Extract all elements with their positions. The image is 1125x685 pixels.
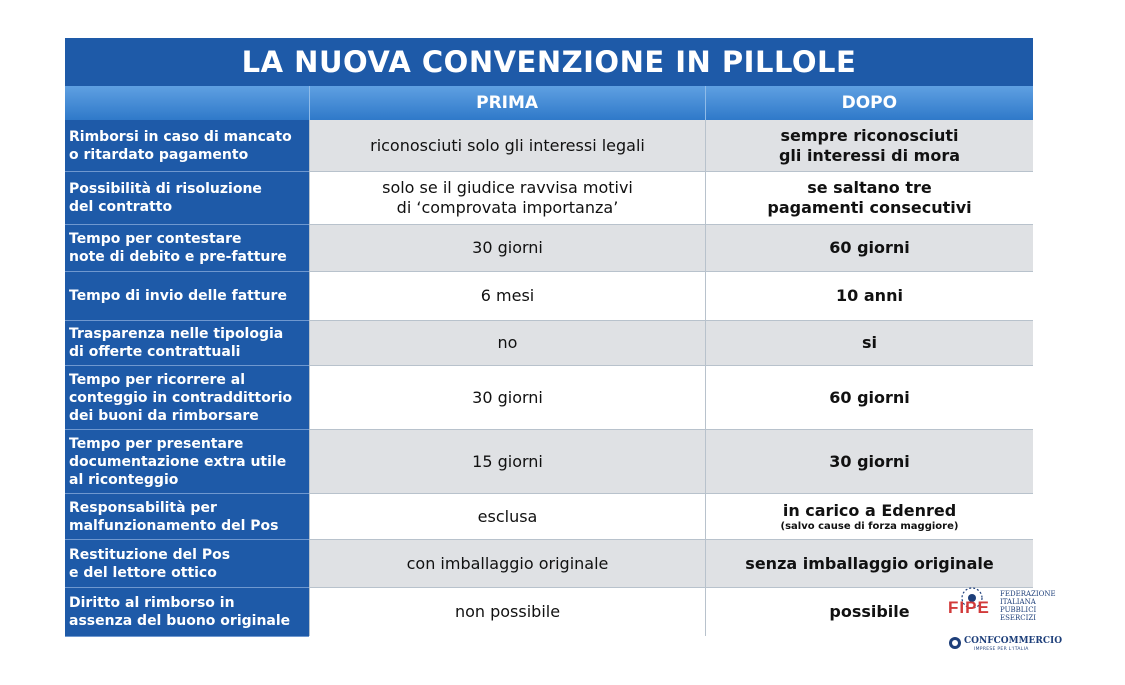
comparison-table: Rimborsi in caso di mancato o ritardato … [65, 120, 1033, 637]
before-cell: esclusa [309, 494, 705, 539]
header-blank-cell [65, 86, 309, 120]
before-cell: no [309, 321, 705, 365]
after-value: possibile [829, 602, 910, 621]
before-cell: non possibile [309, 588, 705, 636]
confcommercio-mark-icon [949, 637, 961, 649]
row-label: Trasparenza nelle tipologia di offerte c… [65, 321, 309, 366]
before-cell: solo se il giudice ravvisa motivi di ‘co… [309, 172, 705, 224]
table-row: Tempo di invio delle fatture 6 mesi 10 a… [65, 272, 1033, 321]
after-cell: senza imballaggio originale [705, 540, 1033, 587]
table-row: Trasparenza nelle tipologia di offerte c… [65, 321, 1033, 366]
row-label: Tempo per ricorrere al conteggio in cont… [65, 366, 309, 430]
before-cell: 15 giorni [309, 430, 705, 493]
after-cell: se saltano tre pagamenti consecutivi [705, 172, 1033, 224]
fipe-wordmark: FIPE [948, 598, 990, 617]
table-row: Rimborsi in caso di mancato o ritardato … [65, 120, 1033, 172]
before-cell: 30 giorni [309, 366, 705, 429]
federation-text: FEDERAZIONE ITALIANA PUBBLICI ESERCIZI [1000, 590, 1056, 622]
before-cell: 6 mesi [309, 272, 705, 320]
before-cell: 30 giorni [309, 225, 705, 271]
after-note: (salvo cause di forza maggiore) [780, 520, 959, 532]
after-value: in carico a Edenred [782, 500, 957, 520]
before-cell: con imballaggio originale [309, 540, 705, 587]
row-label: Restituzione del Pos e del lettore ottic… [65, 540, 309, 588]
table-row: Tempo per contestare note di debito e pr… [65, 225, 1033, 272]
after-cell: 60 giorni [705, 225, 1033, 271]
row-label: Rimborsi in caso di mancato o ritardato … [65, 120, 309, 172]
table-row: Tempo per presentare documentazione extr… [65, 430, 1033, 494]
after-value: 30 giorni [829, 451, 910, 471]
column-header-row: PRIMA DOPO [65, 86, 1033, 120]
after-cell: possibile [705, 588, 1033, 636]
page-title: LA NUOVA CONVENZIONE IN PILLOLE [65, 38, 1033, 86]
after-value: sempre riconosciuti gli interessi di mor… [778, 125, 961, 165]
after-value: 60 giorni [829, 387, 910, 407]
after-value: si [861, 333, 877, 352]
after-cell: si [705, 321, 1033, 365]
column-header-before: PRIMA [308, 86, 705, 120]
after-value: 60 giorni [829, 238, 910, 257]
after-value: senza imballaggio originale [745, 553, 994, 573]
row-label: Responsabilità per malfunzionamento del … [65, 494, 309, 540]
table-row: Possibilità di risoluzione del contratto… [65, 172, 1033, 225]
table-row: Diritto al rimborso in assenza del buono… [65, 588, 1033, 637]
row-label: Possibilità di risoluzione del contratto [65, 172, 309, 225]
after-cell: 30 giorni [705, 430, 1033, 493]
table-row: Tempo per ricorrere al conteggio in cont… [65, 366, 1033, 430]
row-label: Tempo per contestare note di debito e pr… [65, 225, 309, 272]
row-label: Diritto al rimborso in assenza del buono… [65, 588, 309, 637]
row-label: Tempo per presentare documentazione extr… [65, 430, 309, 494]
column-header-after: DOPO [704, 86, 1033, 120]
eu-stars-icon [961, 587, 983, 609]
table-row: Responsabilità per malfunzionamento del … [65, 494, 1033, 540]
before-cell: riconosciuti solo gli interessi legali [309, 120, 705, 171]
after-value: 10 anni [836, 286, 903, 305]
confcommercio-tagline: IMPRESE PER L'ITALIA [974, 647, 1029, 652]
after-cell: in carico a Edenred (salvo cause di forz… [705, 494, 1033, 539]
confcommercio-wordmark: CONFCOMMERCIO [964, 636, 1063, 646]
after-cell: 10 anni [705, 272, 1033, 320]
fipe-confcommercio-logo: FIPE FEDERAZIONE ITALIANA PUBBLICI ESERC… [944, 586, 1062, 656]
table-row: Restituzione del Pos e del lettore ottic… [65, 540, 1033, 588]
row-label: Tempo di invio delle fatture [65, 272, 309, 321]
after-cell: sempre riconosciuti gli interessi di mor… [705, 120, 1033, 171]
after-value: se saltano tre pagamenti consecutivi [767, 178, 972, 217]
after-cell: 60 giorni [705, 366, 1033, 429]
